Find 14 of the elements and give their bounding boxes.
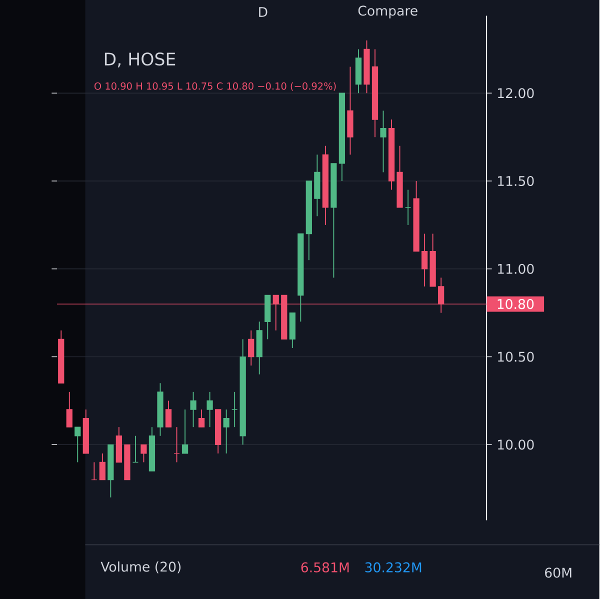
y-tick-label: 11.50: [498, 176, 534, 186]
annotation: Compare: [358, 5, 418, 18]
y-tick-label: 12.00: [498, 88, 534, 98]
text: 60M: [545, 567, 572, 578]
y-tick-label: 10.00: [498, 439, 534, 450]
y-tick-label: 11.00: [498, 264, 534, 274]
text: 30.232M: [365, 562, 422, 572]
ref-line-label: 10.80: [498, 298, 534, 309]
text: O 10.90 H 10.95 L 10.75 C 10.80 −0.10 (−0.92%): [94, 82, 336, 91]
text: Volume (20): [100, 561, 181, 574]
y-tick-label: 10.50: [498, 352, 534, 362]
text: 6.581M: [301, 562, 349, 572]
annotation: D: [259, 6, 268, 17]
text: D, HOSE: [104, 52, 176, 68]
